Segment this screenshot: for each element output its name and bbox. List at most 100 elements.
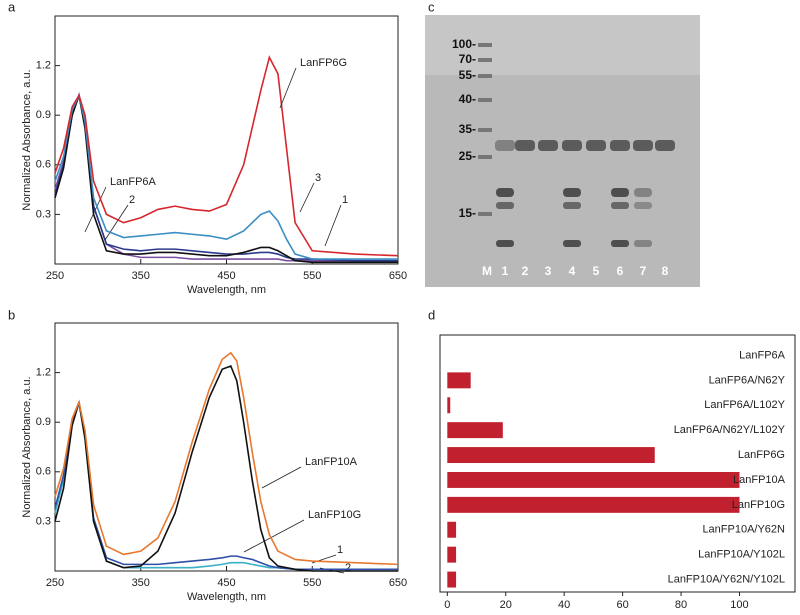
x-tick-label: 250 [46, 577, 64, 589]
gel-band [655, 140, 675, 151]
gel-band [563, 202, 581, 209]
marker-label: 100- [452, 37, 476, 51]
series-label: LanFP6G [300, 57, 347, 69]
gel-band [634, 188, 652, 197]
x-tick-label: 350 [132, 577, 150, 589]
gel-band [563, 188, 581, 197]
category-label: LanFP10A/Y62N [702, 524, 785, 536]
series-line [54, 364, 398, 572]
gel-band [496, 188, 514, 197]
gel-band [611, 240, 629, 247]
x-tick-label: 650 [389, 270, 407, 282]
series-label: LanFP10G [308, 509, 361, 521]
x-axis-label: Wavelength, nm [187, 284, 266, 296]
series-label: 2 [345, 562, 351, 574]
series-label: LanFP10A [305, 456, 358, 468]
category-label: LanFP6A/N62Y [709, 374, 786, 386]
marker-band [478, 155, 492, 159]
category-label: LanFP10A/Y62N/Y102L [668, 573, 785, 585]
gel-band [634, 240, 652, 247]
marker-label: 40- [459, 92, 476, 106]
series-line [54, 92, 398, 260]
bar [447, 397, 451, 414]
marker-label: 25- [459, 149, 476, 163]
x-tick-label: 350 [132, 270, 150, 282]
gel-band [563, 240, 581, 247]
marker-band [478, 98, 492, 102]
y-tick-label: 0.9 [36, 416, 51, 428]
lane-label: 3 [545, 264, 552, 278]
x-tick-label: 550 [303, 577, 321, 589]
series-line [54, 55, 399, 257]
series-label: 1 [342, 194, 348, 206]
bar [447, 471, 740, 488]
gel-band [611, 202, 629, 209]
lane-label: 1 [502, 264, 509, 278]
y-tick-label: 1.2 [36, 367, 51, 379]
y-axis-label: Normalized Absorbance, a.u. [21, 376, 33, 517]
y-tick-label: 1.2 [36, 60, 51, 72]
bar [447, 422, 503, 439]
series-label: 1 [337, 544, 343, 556]
lane-label: 7 [640, 264, 647, 278]
gel-band [633, 140, 653, 151]
panel-label: c [428, 0, 435, 14]
marker-label: 55- [459, 68, 476, 82]
leader-line [324, 204, 342, 247]
bar [447, 496, 740, 513]
bar [447, 521, 457, 538]
series-line [54, 92, 398, 262]
series-line [54, 351, 399, 566]
y-tick-label: 0.6 [36, 159, 51, 171]
lane-label: 4 [569, 264, 576, 278]
lane-label: 6 [617, 264, 624, 278]
x-axis-label: Fraction of matured chromophore, % [528, 614, 707, 615]
category-label: LanFP6G [738, 449, 785, 461]
bar [447, 372, 471, 389]
series-label: 3 [315, 172, 321, 184]
series-line [54, 92, 398, 264]
gel-band [495, 140, 515, 151]
gel-band [610, 140, 630, 151]
category-label: LanFP10G [732, 499, 785, 511]
y-tick-label: 0.3 [36, 515, 51, 527]
x-tick-label: 650 [389, 577, 407, 589]
bar [447, 546, 457, 563]
panel-label: b [8, 307, 15, 322]
gel-band [611, 188, 629, 197]
y-tick-label: 0.3 [36, 208, 51, 220]
gel-band [586, 140, 606, 151]
leader-line [299, 182, 315, 213]
x-tick-label: 450 [217, 577, 235, 589]
leader-line [243, 519, 305, 553]
marker-band [478, 74, 492, 78]
leader-line [261, 466, 302, 489]
lane-label: 5 [593, 264, 600, 278]
lane-label: 2 [522, 264, 529, 278]
category-label: LanFP6A/N62Y/L102Y [674, 424, 786, 436]
panel-label: a [8, 0, 16, 14]
category-label: LanFP10A/Y102L [698, 549, 785, 561]
panel-label: d [428, 307, 435, 322]
x-tick-label: 250 [46, 270, 64, 282]
category-label: LanFP10A [733, 474, 786, 486]
marker-label: 35- [459, 122, 476, 136]
y-tick-label: 0.9 [36, 109, 51, 121]
marker-band [478, 43, 492, 47]
x-tick-label: 100 [730, 599, 748, 611]
gel-shade [425, 15, 700, 75]
bar [447, 447, 655, 464]
gel-band [562, 140, 582, 151]
series-line [54, 92, 398, 262]
series-label: LanFP6A [110, 176, 157, 188]
plot-frame [439, 334, 796, 593]
x-tick-label: 40 [558, 599, 570, 611]
x-tick-label: 20 [500, 599, 512, 611]
marker-band [478, 212, 492, 216]
gel-band [538, 140, 558, 151]
gel-band [515, 140, 535, 151]
gel-band [496, 240, 514, 247]
marker-label: 70- [459, 52, 476, 66]
y-axis-label: Normalized Absorbance, a.u. [21, 69, 33, 210]
